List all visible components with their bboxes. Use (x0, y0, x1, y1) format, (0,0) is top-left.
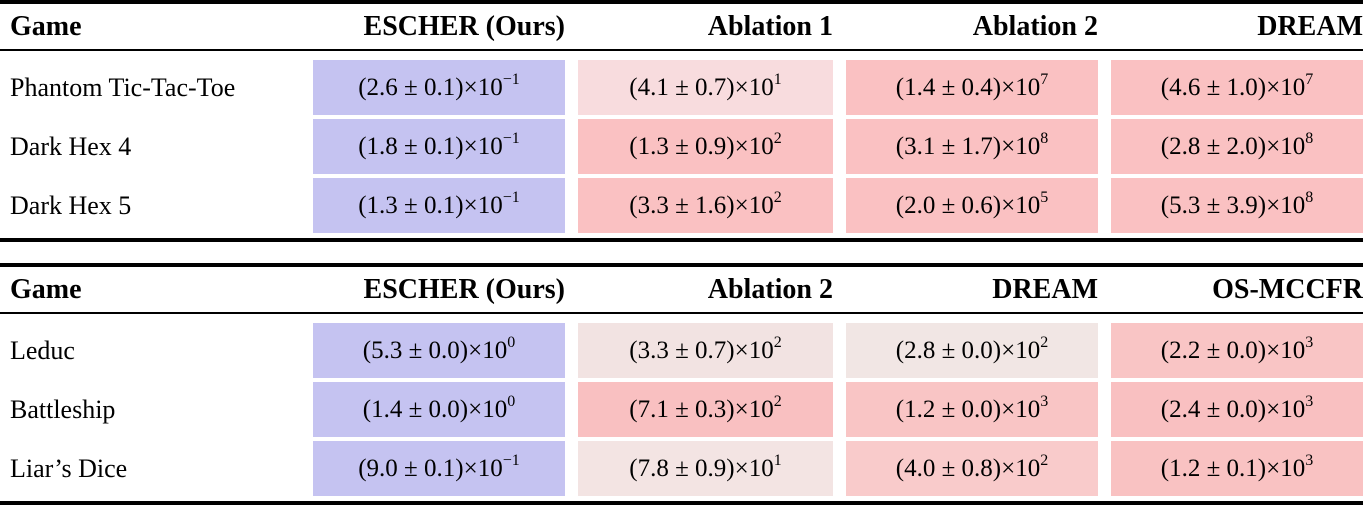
value-text: (2.8 ± 2.0)×108 (1160, 129, 1314, 160)
value-cell: (7.1 ± 0.3)×102 (578, 382, 833, 437)
results-table-2: Game ESCHER (Ours) Ablation 2 DREAM OS-M… (0, 263, 1363, 505)
value-text: (1.2 ± 0.1)×103 (1160, 451, 1314, 482)
value-cell: (4.6 ± 1.0)×107 (1111, 60, 1363, 115)
value-cell: (1.4 ± 0.4)×107 (846, 60, 1098, 115)
table-1-header-row: Game ESCHER (Ours) Ablation 1 Ablation 2… (0, 4, 1363, 51)
value-text: (2.4 ± 0.0)×103 (1160, 392, 1314, 423)
table-2-header-row: Game ESCHER (Ours) Ablation 2 DREAM OS-M… (0, 267, 1363, 314)
game-name: Leduc (10, 335, 75, 365)
value-text: (1.8 ± 0.1)×10−1 (358, 129, 520, 160)
value-cell: (5.3 ± 3.9)×108 (1111, 178, 1363, 233)
value-text: (3.3 ± 1.6)×102 (629, 188, 782, 219)
table-row: Dark Hex 5 (1.3 ± 0.1)×10−1 (3.3 ± 1.6)×… (0, 178, 1363, 233)
value-cell: (2.8 ± 0.0)×102 (846, 323, 1098, 378)
value-cell: (2.8 ± 2.0)×108 (1111, 119, 1363, 174)
value-cell: (1.4 ± 0.0)×100 (313, 382, 565, 437)
column-header-dream: DREAM (992, 273, 1098, 305)
value-text: (4.0 ± 0.8)×102 (895, 451, 1049, 482)
value-cell: (3.3 ± 1.6)×102 (578, 178, 833, 233)
game-name: Dark Hex 5 (10, 190, 132, 220)
column-header-game: Game (10, 10, 82, 42)
column-header-escher: ESCHER (Ours) (363, 10, 565, 42)
value-text: (4.1 ± 0.7)×101 (629, 70, 782, 101)
value-cell: (1.8 ± 0.1)×10−1 (313, 119, 565, 174)
column-header-game: Game (10, 273, 82, 305)
column-header-ablation-1: Ablation 1 (707, 10, 833, 42)
column-header-os-mccfr: OS-MCCFR (1212, 273, 1363, 305)
column-header-dream: DREAM (1257, 10, 1363, 42)
value-cell: (4.0 ± 0.8)×102 (846, 441, 1098, 496)
game-name: Battleship (10, 394, 116, 424)
value-cell: (9.0 ± 0.1)×10−1 (313, 441, 565, 496)
value-cell: (1.2 ± 0.0)×103 (846, 382, 1098, 437)
value-text: (5.3 ± 0.0)×100 (362, 333, 516, 364)
value-text: (5.3 ± 3.9)×108 (1160, 188, 1314, 219)
game-name: Dark Hex 4 (10, 131, 132, 161)
table-row: Dark Hex 4 (1.8 ± 0.1)×10−1 (1.3 ± 0.9)×… (0, 119, 1363, 174)
value-cell: (1.2 ± 0.1)×103 (1111, 441, 1363, 496)
table-1-body: Phantom Tic-Tac-Toe (2.6 ± 0.1)×10−1 (4.… (0, 51, 1363, 238)
column-header-ablation-2: Ablation 2 (972, 10, 1098, 42)
value-cell: (5.3 ± 0.0)×100 (313, 323, 565, 378)
column-header-ablation-2: Ablation 2 (707, 273, 833, 305)
value-text: (1.3 ± 0.1)×10−1 (358, 188, 520, 219)
value-text: (1.3 ± 0.9)×102 (629, 129, 782, 160)
value-cell: (2.4 ± 0.0)×103 (1111, 382, 1363, 437)
value-text: (2.8 ± 0.0)×102 (895, 333, 1049, 364)
value-text: (1.4 ± 0.0)×100 (362, 392, 516, 423)
value-cell: (3.3 ± 0.7)×102 (578, 323, 833, 378)
value-text: (2.0 ± 0.6)×105 (895, 188, 1049, 219)
table-row: Leduc (5.3 ± 0.0)×100 (3.3 ± 0.7)×102 (2… (0, 323, 1363, 378)
value-cell: (3.1 ± 1.7)×108 (846, 119, 1098, 174)
value-text: (3.3 ± 0.7)×102 (629, 333, 782, 364)
value-text: (7.8 ± 0.9)×101 (629, 451, 782, 482)
table-row: Phantom Tic-Tac-Toe (2.6 ± 0.1)×10−1 (4.… (0, 60, 1363, 115)
table-row: Liar’s Dice (9.0 ± 0.1)×10−1 (7.8 ± 0.9)… (0, 441, 1363, 496)
table-2-body: Leduc (5.3 ± 0.0)×100 (3.3 ± 0.7)×102 (2… (0, 314, 1363, 501)
value-text: (1.2 ± 0.0)×103 (895, 392, 1049, 423)
value-cell: (1.3 ± 0.1)×10−1 (313, 178, 565, 233)
value-cell: (7.8 ± 0.9)×101 (578, 441, 833, 496)
value-cell: (2.2 ± 0.0)×103 (1111, 323, 1363, 378)
value-cell: (2.0 ± 0.6)×105 (846, 178, 1098, 233)
results-table-1: Game ESCHER (Ours) Ablation 1 Ablation 2… (0, 0, 1363, 242)
value-text: (2.2 ± 0.0)×103 (1160, 333, 1314, 364)
value-text: (9.0 ± 0.1)×10−1 (358, 451, 520, 482)
table-row: Battleship (1.4 ± 0.0)×100 (7.1 ± 0.3)×1… (0, 382, 1363, 437)
value-text: (2.6 ± 0.1)×10−1 (358, 70, 520, 101)
value-cell: (2.6 ± 0.1)×10−1 (313, 60, 565, 115)
game-name: Liar’s Dice (10, 453, 128, 483)
column-header-escher: ESCHER (Ours) (363, 273, 565, 305)
value-cell: (4.1 ± 0.7)×101 (578, 60, 833, 115)
value-cell: (1.3 ± 0.9)×102 (578, 119, 833, 174)
value-text: (7.1 ± 0.3)×102 (629, 392, 782, 423)
value-text: (3.1 ± 1.7)×108 (895, 129, 1049, 160)
value-text: (4.6 ± 1.0)×107 (1160, 70, 1314, 101)
value-text: (1.4 ± 0.4)×107 (895, 70, 1049, 101)
game-name: Phantom Tic-Tac-Toe (10, 72, 236, 102)
